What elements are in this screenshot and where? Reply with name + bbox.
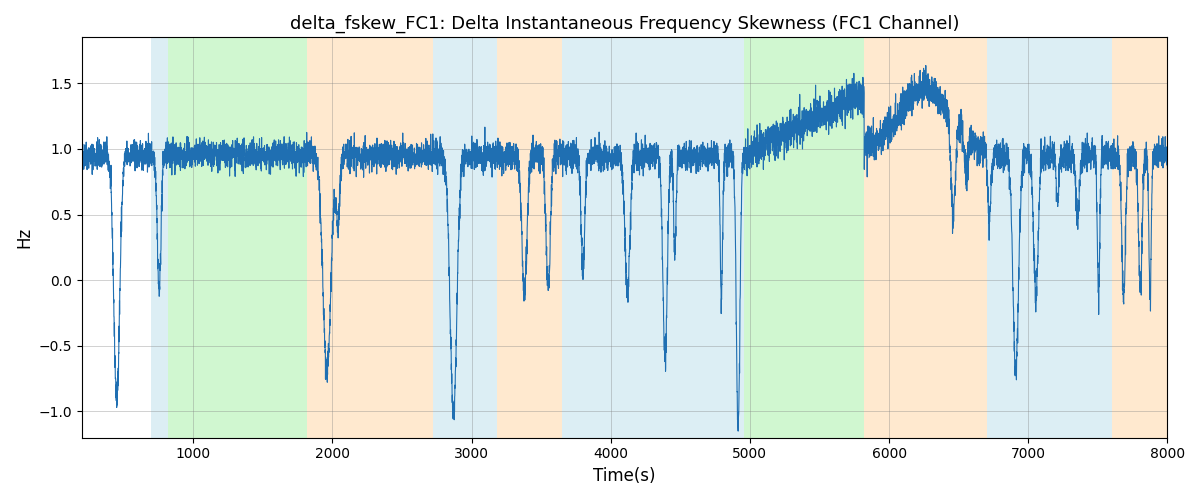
- Bar: [433, 38, 497, 438]
- Bar: [986, 38, 1111, 438]
- Bar: [1111, 38, 1181, 438]
- Bar: [151, 38, 168, 438]
- Bar: [562, 38, 733, 438]
- Bar: [168, 38, 307, 438]
- Title: delta_fskew_FC1: Delta Instantaneous Frequency Skewness (FC1 Channel): delta_fskew_FC1: Delta Instantaneous Fre…: [290, 15, 960, 34]
- Bar: [864, 38, 986, 438]
- X-axis label: Time(s): Time(s): [594, 467, 656, 485]
- Bar: [307, 38, 433, 438]
- Bar: [744, 38, 864, 438]
- Bar: [733, 38, 744, 438]
- Bar: [497, 38, 562, 438]
- Y-axis label: Hz: Hz: [14, 227, 32, 248]
